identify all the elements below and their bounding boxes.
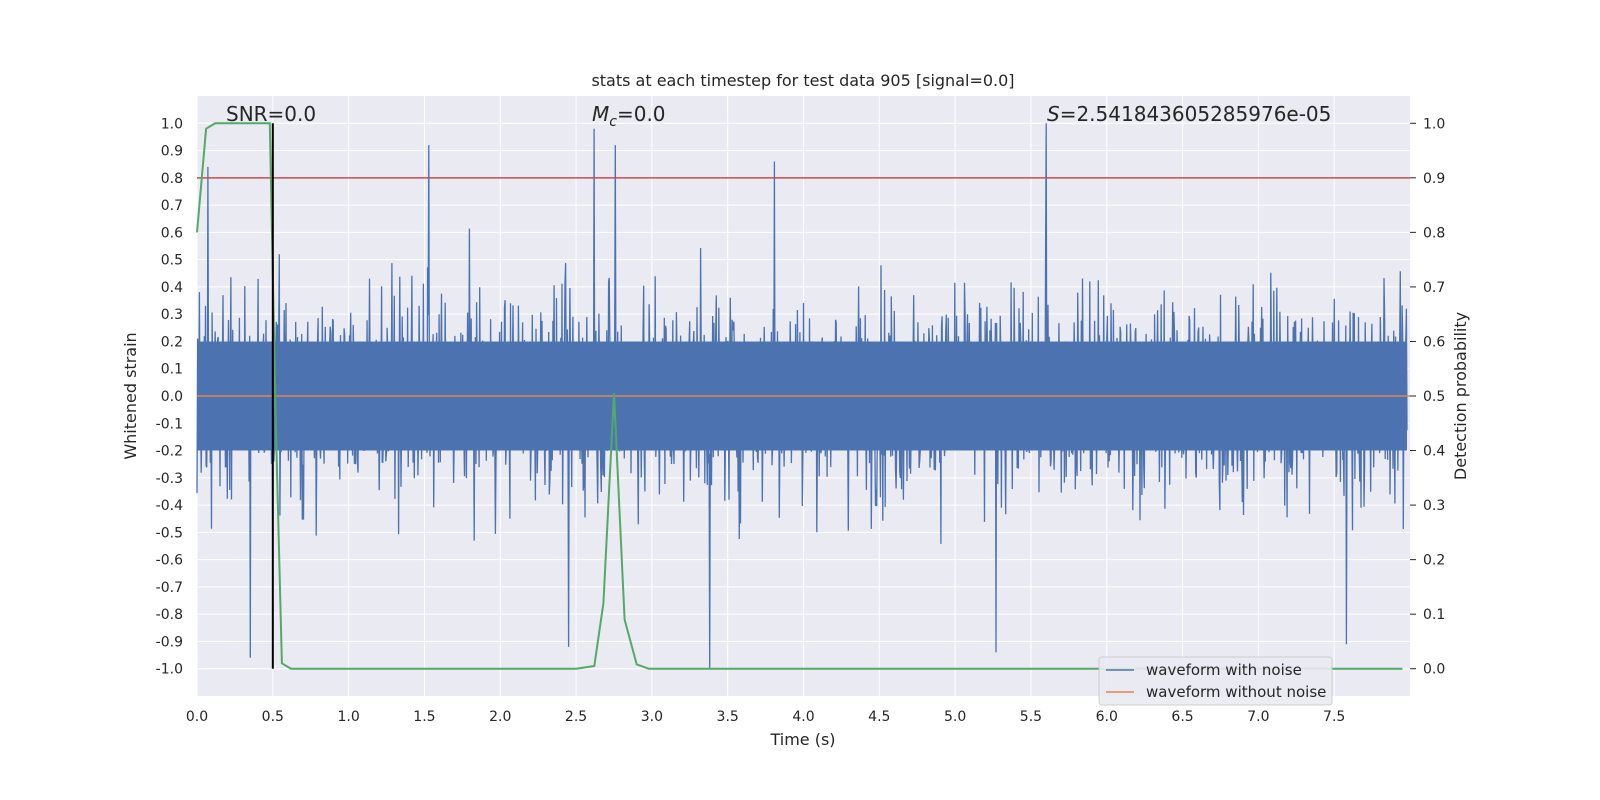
chart-title: stats at each timestep for test data 905…	[591, 71, 1014, 90]
y-tick-label: 0.0	[161, 389, 183, 405]
x-tick-label: 6.5	[1171, 709, 1193, 725]
y-tick-label: 0.6	[161, 225, 183, 241]
y-tick-label: 1.0	[161, 116, 183, 132]
y2-tick-label: 0.9	[1423, 171, 1445, 187]
x-tick-label: 1.0	[337, 709, 359, 725]
y2-tick-label: 0.2	[1423, 553, 1445, 569]
y2-tick-label: 0.5	[1423, 389, 1445, 405]
y-axis-label: Whitened strain	[121, 332, 140, 459]
y-tick-label: 0.5	[161, 253, 183, 269]
y-tick-label: 0.7	[161, 198, 183, 214]
annotations: SNR=0.0 Mc=0.0 S=2.541843605285976e-05	[226, 102, 1331, 130]
mc-value: =0.0	[617, 102, 666, 126]
y2-tick-label: 0.4	[1423, 444, 1445, 460]
y-tick-label: 0.8	[161, 171, 183, 187]
y-tick-label: -0.7	[156, 580, 183, 596]
x-tick-label: 0.0	[186, 709, 208, 725]
y2-tick-label: 1.0	[1423, 116, 1445, 132]
y2-tick-label: 0.1	[1423, 607, 1445, 623]
y-tick-label: -0.3	[156, 471, 183, 487]
snr-annotation: SNR=0.0	[226, 102, 316, 126]
y-tick-label: -0.5	[156, 525, 183, 541]
y2-tick-label: 0.0	[1423, 662, 1445, 678]
x-tick-label: 7.5	[1323, 709, 1345, 725]
y-tick-label: 0.2	[161, 334, 183, 350]
x-tick-label: 3.5	[717, 709, 739, 725]
x-tick-label: 4.5	[868, 709, 890, 725]
s-value: =2.541843605285976e-05	[1060, 102, 1332, 126]
y2-axis-label: Detection probability	[1451, 312, 1470, 480]
axis-ticks: 0.0 0.5 1.0 1.5 2.0 2.5 3.0 3.5 4.0 4.5 5.0 5.5 6.0 6…	[156, 116, 1446, 725]
mc-annotation: Mc=0.0	[592, 102, 666, 130]
x-tick-label: 5.0	[944, 709, 966, 725]
y-tick-label: -0.6	[156, 553, 183, 569]
y-tick-label: 0.4	[161, 280, 183, 296]
legend-label-clean: waveform without noise	[1146, 683, 1326, 701]
y-tick-label: -0.9	[156, 634, 183, 650]
y-tick-label: -0.2	[156, 444, 183, 460]
s-symbol: S	[1047, 102, 1060, 126]
x-tick-label: 1.5	[413, 709, 435, 725]
x-tick-label: 3.0	[641, 709, 663, 725]
x-tick-label: 0.5	[262, 709, 284, 725]
y-tick-label: 0.9	[161, 144, 183, 160]
detection-probability-line	[196, 122, 1403, 670]
x-tick-label: 5.5	[1020, 709, 1042, 725]
x-tick-label: 2.0	[489, 709, 511, 725]
legend-box	[1098, 656, 1333, 706]
x-tick-label: 4.0	[792, 709, 814, 725]
legend-label-noise: waveform with noise	[1146, 661, 1302, 679]
y-tick-label: -0.4	[156, 498, 183, 514]
y2-tick-label: 0.6	[1423, 334, 1445, 350]
y2-tick-label: 0.7	[1423, 280, 1445, 296]
mc-symbol: M	[592, 102, 609, 126]
y2-tick-label: 0.8	[1423, 225, 1445, 241]
y-tick-label: 0.1	[161, 362, 183, 378]
x-tick-label: 6.0	[1096, 709, 1118, 725]
s-annotation: S=2.541843605285976e-05	[1047, 102, 1331, 126]
y-tick-label: -0.8	[156, 607, 183, 623]
y-tick-label: -1.0	[156, 662, 183, 678]
x-axis-label: Time (s)	[769, 730, 835, 749]
mc-subscript: c	[609, 114, 617, 130]
y-tick-label: 0.3	[161, 307, 183, 323]
x-tick-label: 2.5	[565, 709, 587, 725]
line-series	[196, 122, 1410, 670]
x-tick-label: 7.0	[1247, 709, 1269, 725]
y2-tick-label: 0.3	[1423, 498, 1445, 514]
legend: waveform with noise waveform without noi…	[1098, 656, 1333, 706]
y-tick-label: -0.1	[156, 416, 183, 432]
